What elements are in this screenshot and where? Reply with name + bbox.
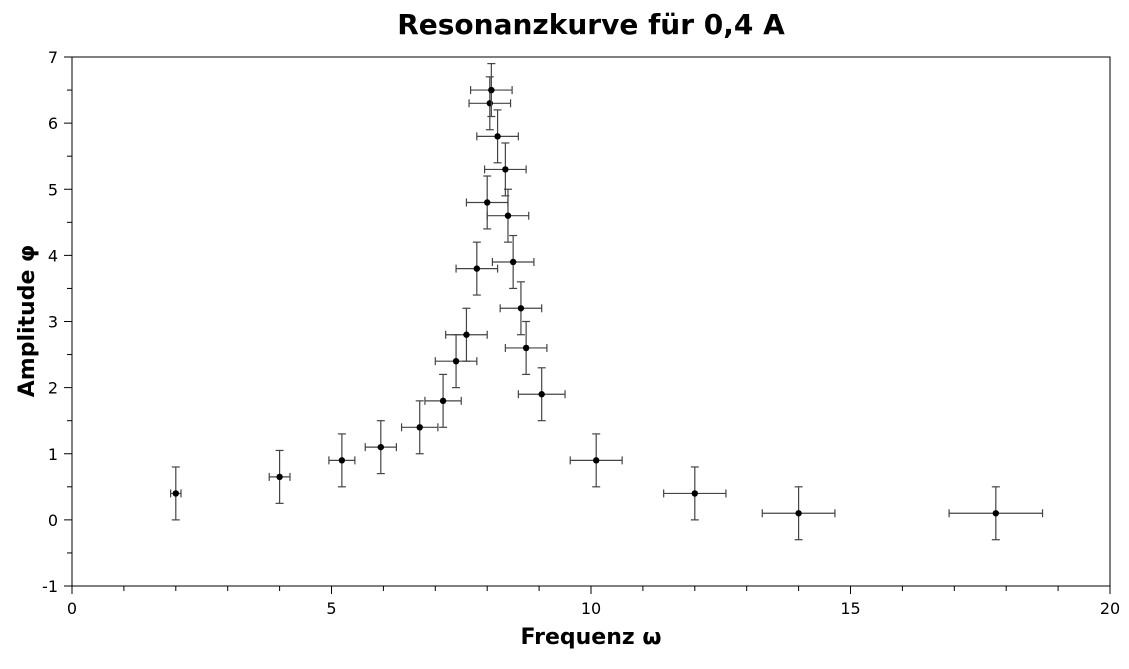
point-marker [522,344,530,352]
point-marker [486,100,493,107]
data-point [499,281,543,336]
data-point [364,420,397,475]
y-tick-label: 7 [48,48,58,67]
plot-frame [71,56,1111,587]
x-axis: 0 5 10 15 20 [67,586,1120,618]
x-tick-label: 10 [581,599,601,618]
y-tick-label: 5 [48,180,58,199]
data-point [569,433,623,488]
y-axis-label: Amplitude φ [15,245,40,398]
point-marker [992,510,1000,517]
point-marker [691,490,698,497]
point-marker [377,443,385,451]
data-point [455,241,499,296]
data-point [424,373,462,428]
data-point [465,175,509,230]
y-tick-label: 1 [48,445,58,464]
data-point [948,486,1044,541]
data-point [434,334,478,389]
data-point [400,400,439,455]
point-marker [416,424,423,431]
data-point [170,466,182,521]
point-marker [463,331,470,338]
data-point [484,142,527,197]
data-point [663,466,727,521]
y-axis: -1 0 1 2 3 4 5 6 7 [42,48,72,596]
point-marker [473,265,481,272]
data-point [469,63,513,118]
point-marker [439,397,447,405]
data-point [476,109,519,164]
point-marker [795,510,802,517]
y-tick-label: 3 [48,313,58,332]
point-marker [502,166,509,173]
data-point [445,307,488,362]
y-tick-label: 4 [48,246,58,265]
data-point [504,320,548,375]
x-axis-label: Frequenz ω [521,625,662,650]
x-tick-label: 20 [1100,599,1120,618]
point-marker [452,357,460,365]
point-marker [592,457,600,464]
x-tick-label: 15 [840,599,860,618]
point-marker [538,391,545,398]
data-point [761,486,836,541]
x-tick-label: 5 [326,599,336,618]
y-tick-label: 2 [48,379,58,398]
data-point [328,433,356,488]
y-tick-label: 0 [48,511,58,530]
point-marker [509,258,517,266]
data-point [491,234,535,290]
point-marker [172,490,179,497]
x-tick-label: 0 [67,599,77,618]
point-marker [494,133,501,140]
y-tick-label: -1 [42,577,58,596]
y-tick-label: 6 [48,114,58,133]
point-marker [484,199,491,206]
point-marker [488,86,495,94]
data-point [517,367,566,422]
data-point [468,76,512,131]
point-marker [338,457,346,464]
point-marker [517,305,525,312]
data-point [268,449,291,504]
point-marker [504,212,512,219]
point-marker [276,473,283,481]
data-point [486,188,530,243]
chart-title: Resonanzkurve für 0,4 A [397,8,785,41]
data-points [170,63,1044,541]
